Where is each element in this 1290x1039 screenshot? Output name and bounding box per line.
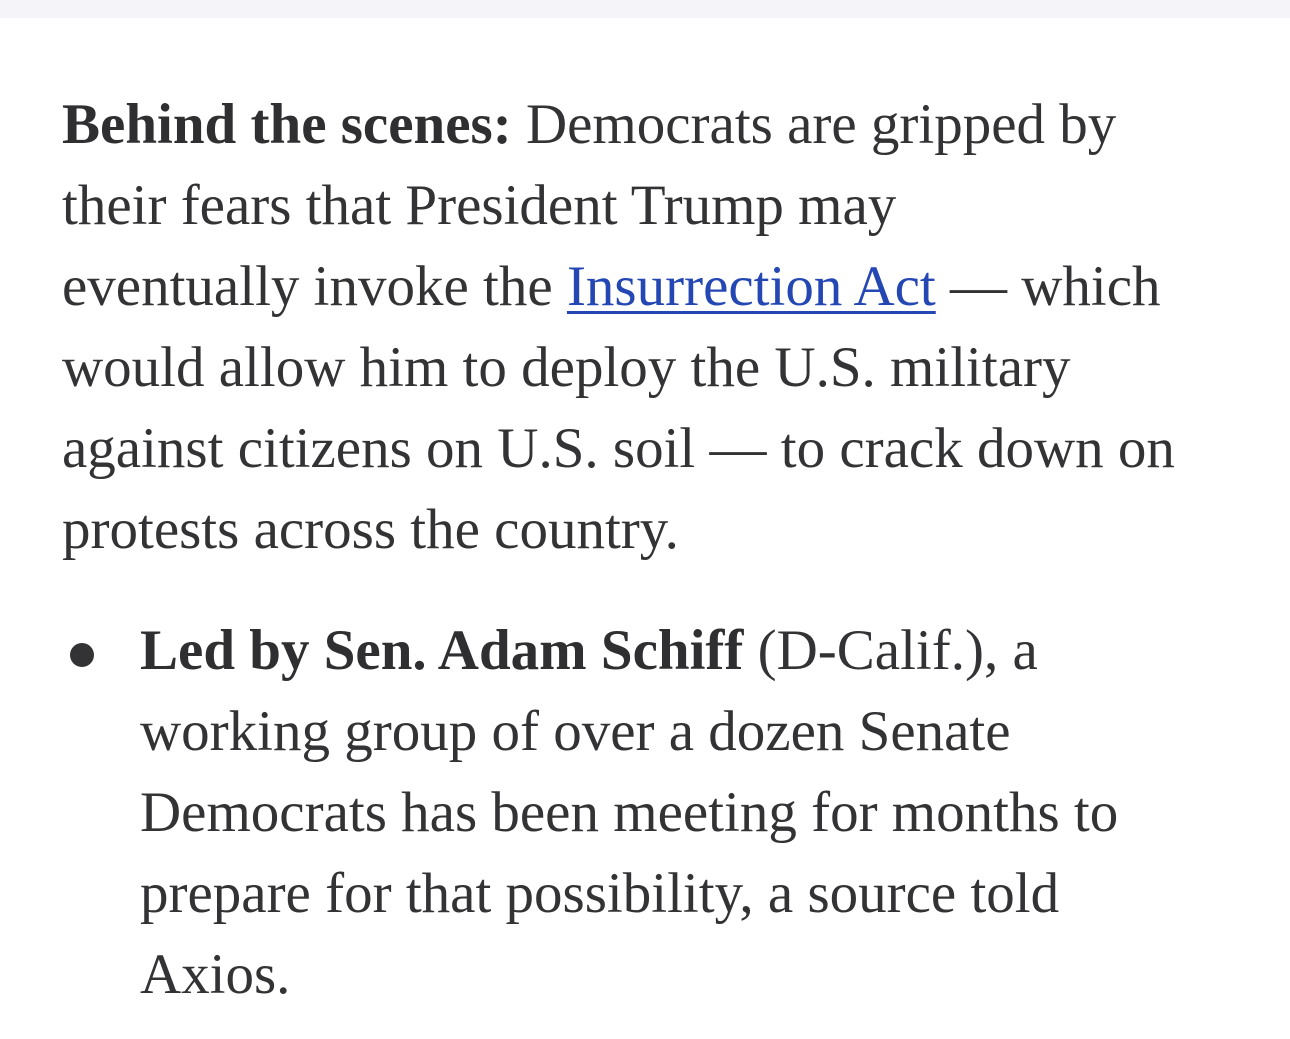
bullet-line: Democrats has been meeting for months to: [140, 781, 1119, 844]
bullet-bold: Led by Sen. Adam Schiff: [140, 619, 744, 682]
body-paragraph: Behind the scenes: Democrats are gripped…: [62, 84, 1175, 570]
text: — which: [935, 255, 1161, 318]
paragraph-line: protests across the country.: [62, 498, 679, 561]
paragraph-line: against citizens on U.S. soil — to crack…: [62, 417, 1175, 480]
text: (D-Calif.), a: [743, 619, 1038, 682]
bullet-line: working group of over a dozen Senate: [140, 700, 1011, 763]
bullet-line: prepare for that possibility, a source t…: [140, 862, 1060, 925]
bullet-line: Axios.: [140, 943, 291, 1006]
lead-bold: Behind the scenes:: [62, 93, 512, 156]
paragraph-line: their fears that President Trump may: [62, 174, 897, 237]
insurrection-act-link[interactable]: Insurrection Act: [566, 255, 936, 318]
bullet-text: Led by Sen. Adam Schiff (D-Calif.), a wo…: [140, 610, 1118, 1015]
bullet-line: Led by Sen. Adam Schiff (D-Calif.), a: [140, 610, 1118, 691]
bullet-dot-icon: [70, 643, 94, 667]
text: Democrats are gripped by: [511, 93, 1117, 156]
paragraph-line: would allow him to deploy the U.S. milit…: [62, 336, 1071, 399]
text: eventually invoke the: [62, 255, 567, 318]
paragraph-line: eventually invoke the Insurrection Act —…: [62, 246, 1175, 327]
paragraph-line: Behind the scenes: Democrats are gripped…: [62, 84, 1175, 165]
top-bar: [0, 0, 1290, 18]
